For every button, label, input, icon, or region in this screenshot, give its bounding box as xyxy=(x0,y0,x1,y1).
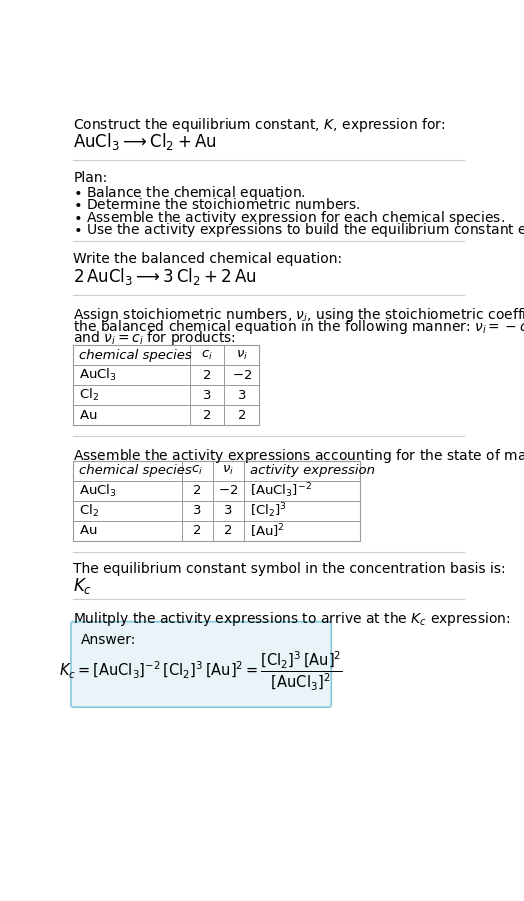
Bar xyxy=(73,460,360,541)
Text: $\bullet$ Balance the chemical equation.: $\bullet$ Balance the chemical equation. xyxy=(73,185,306,203)
Text: $\nu_i$: $\nu_i$ xyxy=(222,464,234,478)
Text: $-2$: $-2$ xyxy=(218,485,238,497)
Text: 2: 2 xyxy=(203,409,211,422)
Text: $c_i$: $c_i$ xyxy=(191,464,203,478)
Text: $\nu_i$: $\nu_i$ xyxy=(236,349,248,362)
Text: Write the balanced chemical equation:: Write the balanced chemical equation: xyxy=(73,252,342,266)
Text: 2: 2 xyxy=(193,524,202,537)
Text: the balanced chemical equation in the following manner: $\nu_i = -c_i$ for react: the balanced chemical equation in the fo… xyxy=(73,317,524,335)
Text: Assign stoichiometric numbers, $\nu_i$, using the stoichiometric coefficients, $: Assign stoichiometric numbers, $\nu_i$, … xyxy=(73,306,524,324)
Text: Construct the equilibrium constant, $K$, expression for:: Construct the equilibrium constant, $K$,… xyxy=(73,116,446,134)
Text: Plan:: Plan: xyxy=(73,171,107,186)
Text: 2: 2 xyxy=(203,369,211,382)
Text: $\mathrm{AuCl_3}$: $\mathrm{AuCl_3}$ xyxy=(80,368,117,383)
Text: $[\mathrm{Cl_2}]^3$: $[\mathrm{Cl_2}]^3$ xyxy=(250,502,287,520)
Text: Answer:: Answer: xyxy=(81,633,136,647)
Text: activity expression: activity expression xyxy=(250,464,375,478)
Text: $K_c$: $K_c$ xyxy=(73,577,92,596)
Bar xyxy=(73,345,259,425)
Text: $c_i$: $c_i$ xyxy=(201,349,213,362)
Text: $-2$: $-2$ xyxy=(232,369,252,382)
Text: $\mathrm{Au}$: $\mathrm{Au}$ xyxy=(80,524,98,537)
Text: Assemble the activity expressions accounting for the state of matter and $\nu_i$: Assemble the activity expressions accoun… xyxy=(73,447,524,465)
Text: $K_c = [\mathrm{AuCl_3}]^{-2}\,[\mathrm{Cl_2}]^3\,[\mathrm{Au}]^2 = \dfrac{[\mat: $K_c = [\mathrm{AuCl_3}]^{-2}\,[\mathrm{… xyxy=(59,651,343,694)
Text: $\mathrm{AuCl_3}$: $\mathrm{AuCl_3}$ xyxy=(80,483,117,499)
Text: $[\mathrm{Au}]^2$: $[\mathrm{Au}]^2$ xyxy=(250,522,285,540)
Text: 3: 3 xyxy=(203,389,211,402)
Text: $2\,\mathrm{AuCl_3} \longrightarrow 3\,\mathrm{Cl_2} + 2\,\mathrm{Au}$: $2\,\mathrm{AuCl_3} \longrightarrow 3\,\… xyxy=(73,266,257,287)
Text: 2: 2 xyxy=(237,409,246,422)
Text: chemical species: chemical species xyxy=(80,464,192,478)
Text: 3: 3 xyxy=(193,505,202,517)
Text: $[\mathrm{AuCl_3}]^{-2}$: $[\mathrm{AuCl_3}]^{-2}$ xyxy=(250,481,312,500)
Text: 2: 2 xyxy=(224,524,233,537)
Text: $\bullet$ Assemble the activity expression for each chemical species.: $\bullet$ Assemble the activity expressi… xyxy=(73,209,505,227)
FancyBboxPatch shape xyxy=(71,622,331,707)
Text: $\mathrm{AuCl_3} \longrightarrow \mathrm{Cl_2} + \mathrm{Au}$: $\mathrm{AuCl_3} \longrightarrow \mathrm… xyxy=(73,132,217,152)
Text: $\mathrm{Cl_2}$: $\mathrm{Cl_2}$ xyxy=(80,503,100,519)
Text: chemical species: chemical species xyxy=(80,349,192,362)
Text: 3: 3 xyxy=(237,389,246,402)
Text: The equilibrium constant symbol in the concentration basis is:: The equilibrium constant symbol in the c… xyxy=(73,562,506,577)
Text: 3: 3 xyxy=(224,505,233,517)
Text: and $\nu_i = c_i$ for products:: and $\nu_i = c_i$ for products: xyxy=(73,329,236,347)
Text: $\bullet$ Use the activity expressions to build the equilibrium constant express: $\bullet$ Use the activity expressions t… xyxy=(73,222,524,240)
Text: $\mathrm{Au}$: $\mathrm{Au}$ xyxy=(80,409,98,422)
Text: Mulitply the activity expressions to arrive at the $K_c$ expression:: Mulitply the activity expressions to arr… xyxy=(73,610,511,628)
Text: 2: 2 xyxy=(193,485,202,497)
Text: $\bullet$ Determine the stoichiometric numbers.: $\bullet$ Determine the stoichiometric n… xyxy=(73,196,361,212)
Text: $\mathrm{Cl_2}$: $\mathrm{Cl_2}$ xyxy=(80,387,100,404)
